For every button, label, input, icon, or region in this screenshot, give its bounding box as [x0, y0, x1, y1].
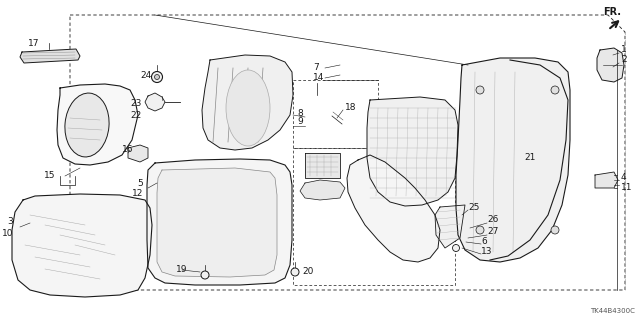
- Text: 12: 12: [132, 189, 143, 197]
- Text: 8: 8: [297, 108, 303, 117]
- Ellipse shape: [226, 70, 270, 146]
- Polygon shape: [157, 168, 277, 277]
- Text: 11: 11: [621, 182, 632, 191]
- Polygon shape: [128, 145, 148, 162]
- Circle shape: [154, 75, 159, 79]
- Circle shape: [152, 71, 163, 83]
- Text: 10: 10: [1, 228, 13, 238]
- Text: 25: 25: [468, 204, 479, 212]
- Polygon shape: [456, 58, 570, 262]
- Text: 2: 2: [621, 56, 627, 64]
- Text: 20: 20: [302, 268, 314, 277]
- Text: 22: 22: [131, 112, 142, 121]
- Polygon shape: [347, 155, 440, 262]
- Circle shape: [551, 226, 559, 234]
- Polygon shape: [597, 48, 624, 82]
- Circle shape: [551, 86, 559, 94]
- Polygon shape: [147, 159, 292, 285]
- Polygon shape: [595, 172, 618, 188]
- Text: 18: 18: [345, 103, 356, 113]
- Circle shape: [476, 226, 484, 234]
- Text: 6: 6: [481, 236, 487, 246]
- Text: 24: 24: [141, 71, 152, 80]
- Polygon shape: [367, 97, 458, 206]
- Circle shape: [291, 268, 299, 276]
- Text: 4: 4: [621, 173, 627, 182]
- Text: 21: 21: [524, 152, 536, 161]
- Polygon shape: [300, 180, 345, 200]
- Text: 17: 17: [28, 39, 40, 48]
- Polygon shape: [57, 84, 138, 165]
- Text: 13: 13: [481, 248, 493, 256]
- Polygon shape: [202, 55, 293, 150]
- Polygon shape: [145, 93, 165, 111]
- Text: 7: 7: [313, 63, 319, 72]
- Text: 3: 3: [7, 218, 13, 226]
- Text: FR.: FR.: [603, 7, 621, 17]
- Text: 26: 26: [487, 216, 499, 225]
- Text: 23: 23: [131, 100, 142, 108]
- Text: 14: 14: [313, 73, 324, 83]
- Circle shape: [452, 244, 460, 251]
- Polygon shape: [12, 194, 152, 297]
- Polygon shape: [305, 153, 340, 178]
- Text: 19: 19: [176, 265, 188, 275]
- Polygon shape: [435, 205, 465, 248]
- Text: 1: 1: [621, 46, 627, 55]
- Text: 15: 15: [44, 172, 55, 181]
- Ellipse shape: [65, 93, 109, 157]
- Text: 9: 9: [297, 117, 303, 127]
- Text: 5: 5: [137, 179, 143, 188]
- Text: 27: 27: [487, 227, 499, 236]
- Text: TK44B4300C: TK44B4300C: [590, 308, 635, 314]
- Circle shape: [201, 271, 209, 279]
- Text: 16: 16: [122, 145, 134, 154]
- Circle shape: [476, 86, 484, 94]
- Polygon shape: [20, 49, 80, 63]
